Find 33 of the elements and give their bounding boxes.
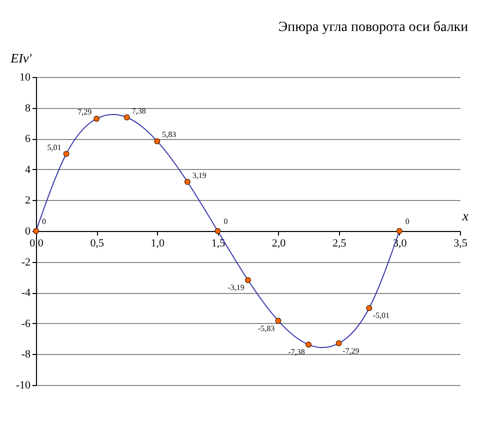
y-tick-label: -6 <box>21 318 31 330</box>
y-axis-title: EIv' <box>10 50 32 66</box>
data-label: 0 <box>224 217 228 226</box>
data-label: 7,38 <box>132 106 146 116</box>
x-tick-label: 2,5 <box>332 238 347 250</box>
data-label: -7,29 <box>342 346 360 356</box>
data-label: -5,83 <box>258 324 275 333</box>
chart-title: Эпюра угла поворота оси балки <box>278 20 469 35</box>
x-axis-title: x <box>461 210 470 224</box>
y-tick-label: -10 <box>16 380 31 392</box>
y-tick-label: 10 <box>20 72 31 84</box>
data-label: -3,19 <box>228 283 244 292</box>
y-tick-label: -4 <box>21 287 31 300</box>
data-label: 5,01 <box>47 142 62 152</box>
x-tick-label: 3,5 <box>454 238 468 250</box>
data-label: 5,83 <box>162 130 176 140</box>
data-label: -5,01 <box>372 311 390 320</box>
y-tick-label: 2 <box>25 194 30 207</box>
y-tick-label: -8 <box>21 348 31 361</box>
x-tick-label: 0,5 <box>90 238 104 250</box>
y-tick-label: 8 <box>25 102 31 114</box>
data-label: 7,29 <box>78 108 92 117</box>
y-tick-label: 6 <box>25 133 31 146</box>
data-label: -7,38 <box>288 348 305 357</box>
data-label: 0 <box>405 217 410 226</box>
data-label: 3,19 <box>192 170 206 180</box>
x-tick-label: 1,0 <box>150 238 166 250</box>
data-label: 0 <box>42 217 46 226</box>
y-tick-label: 4 <box>25 164 31 176</box>
y-tick-label: -2 <box>21 256 30 268</box>
x-tick-label: 2,0 <box>272 238 286 250</box>
x-tick-label: 1,5 <box>211 238 226 250</box>
y-tick-label: 0 <box>25 226 31 238</box>
